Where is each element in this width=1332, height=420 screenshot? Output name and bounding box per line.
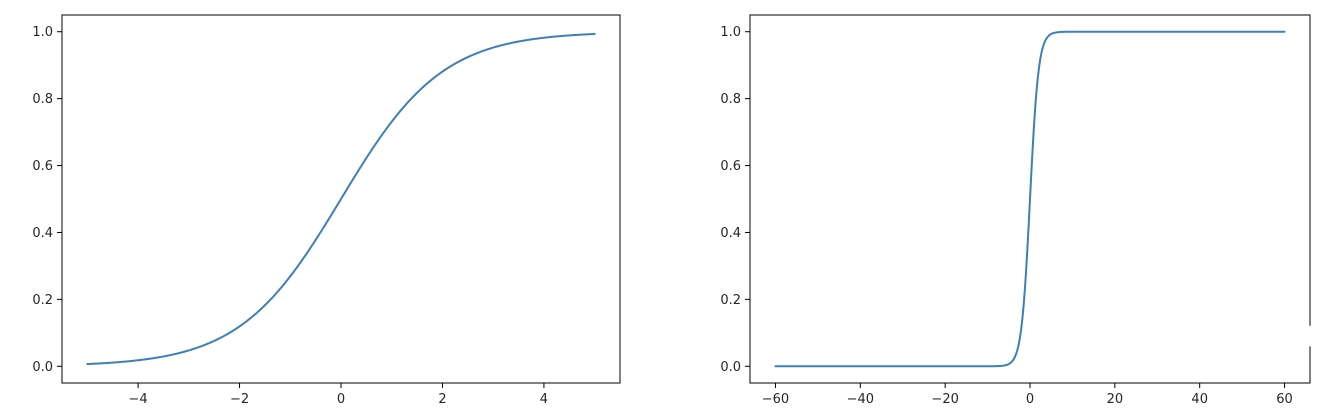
y-tick-label: 0.8 <box>720 92 741 107</box>
x-tick-label: −2 <box>230 392 249 407</box>
y-tick-label: 1.0 <box>720 25 741 40</box>
y-tick-label: 0.6 <box>32 159 53 174</box>
x-tick-label: 2 <box>438 392 446 407</box>
x-tick-label: 60 <box>1276 392 1293 407</box>
y-tick-label: 0.4 <box>720 226 741 241</box>
y-tick-label: 0.8 <box>32 92 53 107</box>
y-tick-label: 0.2 <box>720 293 741 308</box>
x-tick-label: −60 <box>762 392 789 407</box>
x-tick-label: 0 <box>337 392 345 407</box>
y-tick-label: 0.2 <box>32 293 53 308</box>
right-sigmoid-chart: −60 −40 −20 0 20 40 60 0.0 0.2 0.4 0.6 0.8 1.0 <box>720 14 1311 407</box>
series-line-0 <box>774 30 1286 368</box>
series-line-0 <box>86 32 596 366</box>
y-tick-label: 1.0 <box>32 25 53 40</box>
left-sigmoid-chart: −4 −2 0 2 4 0.0 0.2 0.4 0.6 0.8 1.0 <box>32 14 621 407</box>
y-tick-label: 0.6 <box>720 159 741 174</box>
x-tick-label: −4 <box>129 392 148 407</box>
x-tick-label: 20 <box>1107 392 1124 407</box>
x-tick-label: −20 <box>931 392 958 407</box>
x-tick-label: 0 <box>1026 392 1034 407</box>
x-tick-label: 4 <box>540 392 548 407</box>
y-tick-label: 0.0 <box>720 360 741 375</box>
corner-decoration-icon <box>1252 324 1332 420</box>
y-tick-label: 0.0 <box>32 360 53 375</box>
y-tick-label: 0.4 <box>32 226 53 241</box>
x-tick-label: 40 <box>1191 392 1208 407</box>
x-tick-label: −40 <box>847 392 874 407</box>
